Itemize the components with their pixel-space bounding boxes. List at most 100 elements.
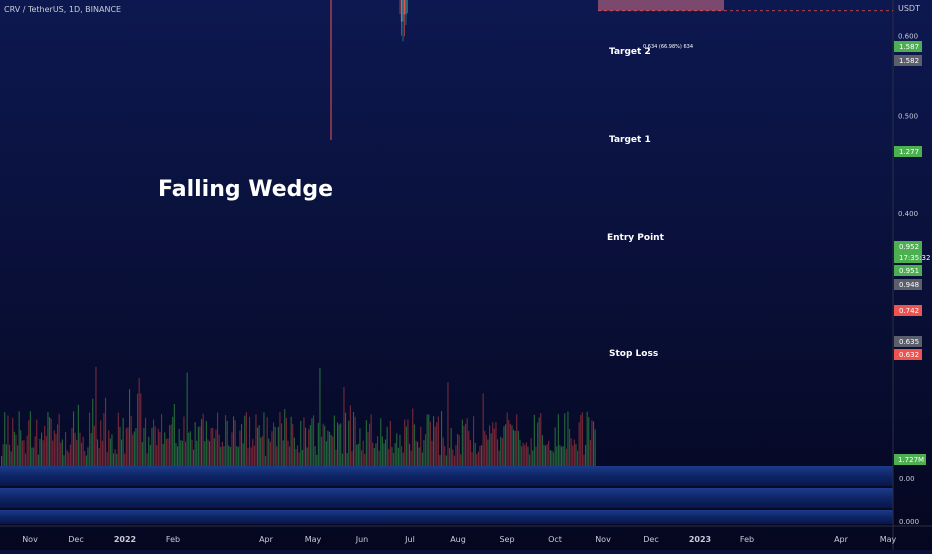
volume-bar [458, 435, 460, 466]
volume-bar [13, 431, 15, 466]
volume-bar [281, 423, 283, 466]
volume-badge [894, 454, 926, 465]
volume-bar [396, 433, 398, 466]
volume-bar [397, 447, 399, 466]
volume-bar [391, 446, 393, 466]
volume-bar [436, 422, 438, 466]
volume-bar [106, 452, 108, 466]
volume-bar [530, 438, 532, 466]
volume-bar [308, 429, 310, 466]
volume-bar [249, 416, 251, 466]
volume-bar [95, 366, 97, 466]
price-badge [894, 241, 922, 252]
volume-bar [468, 430, 470, 466]
symbol-header[interactable]: CRV / TetherUS, 1D, BINANCE [4, 5, 121, 14]
indicator-pane-1[interactable] [0, 466, 893, 486]
time-tick-label: 2022 [114, 535, 136, 544]
volume-bar [345, 412, 347, 466]
volume-bar [81, 442, 83, 466]
volume-bar [257, 427, 259, 466]
time-tick-label: Feb [740, 535, 754, 544]
volume-bar [226, 420, 228, 466]
volume-bar [225, 415, 227, 466]
volume-bar [297, 445, 299, 466]
volume-bar [130, 416, 132, 466]
volume-bar [228, 445, 230, 466]
volume-bar [412, 408, 414, 466]
time-scale[interactable]: Nov Dec 2022 Feb Apr May Jun Jul Aug Sep Oct Nov Dec… [22, 535, 896, 544]
volume-bar [332, 436, 334, 466]
volume-bar [393, 452, 395, 466]
volume-bar [306, 447, 308, 466]
price-scale[interactable]: 1.7001.6001.5001.4001.3001.2001.1001.000… [894, 0, 930, 526]
volume-bar [420, 426, 422, 466]
volume-bar [234, 420, 236, 466]
time-tick-label: Feb [166, 535, 180, 544]
price-badge-text: 0.951 [899, 267, 919, 275]
volume-bar [39, 438, 41, 466]
volume-bar [44, 426, 46, 466]
volume-bar [457, 433, 459, 466]
volume-bar [10, 451, 12, 466]
volume-bar [593, 421, 595, 466]
volume-bar [572, 445, 574, 466]
volume-bar [303, 417, 305, 466]
price-badge-text: 0.948 [899, 281, 919, 289]
volume-bar [405, 426, 407, 466]
volume-bar [460, 454, 462, 466]
indicator-pane-3[interactable] [0, 510, 893, 524]
volume-bar [301, 449, 303, 466]
volume-bar [68, 452, 70, 466]
volume-bar [500, 436, 502, 466]
indicator-pane-2[interactable] [0, 488, 893, 508]
volume-bar [282, 440, 284, 466]
volume-bar [73, 411, 75, 466]
volume-bar [548, 440, 550, 466]
volume-bar [167, 438, 169, 466]
volume-bar [455, 444, 457, 466]
volume-bar [175, 443, 177, 466]
price-badge [894, 146, 922, 157]
volume-bar [260, 437, 262, 466]
volume-bar [381, 436, 383, 466]
volume-bar [444, 446, 446, 466]
volume-bar [404, 419, 406, 466]
volume-bar [522, 442, 524, 466]
volume-bar [93, 425, 95, 466]
volume-bar [509, 423, 511, 466]
volume-bar [252, 439, 254, 466]
volume-bar [284, 409, 286, 466]
volume-bar [321, 436, 323, 466]
volume-bar [322, 423, 324, 466]
volume-bar [58, 413, 60, 466]
volume-bar [207, 439, 209, 466]
volume-bar [533, 414, 535, 466]
volume-bar [146, 453, 148, 466]
volume-bar [137, 393, 139, 466]
volume-bar [410, 450, 412, 466]
volume-bar [84, 451, 86, 466]
volume-bar [170, 424, 172, 466]
volume-bar [85, 455, 87, 466]
volume-bar [237, 446, 239, 466]
volume-bar [212, 428, 214, 466]
volume-bar [551, 450, 553, 466]
volume-bar [535, 446, 537, 466]
candle-body [405, 0, 407, 15]
volume-bar [429, 421, 431, 466]
volume-bar [389, 420, 391, 466]
volume-bar [311, 418, 313, 466]
price-badge-text: 1.587 [899, 43, 919, 51]
volume-bar [55, 433, 57, 466]
volume-bar [15, 435, 17, 466]
volume-bar [557, 414, 559, 466]
price-badge [894, 55, 922, 66]
volume-bar [65, 432, 67, 466]
volume-bar [407, 419, 409, 466]
volume-bar [242, 443, 244, 466]
volume-bar [9, 444, 11, 466]
volume-bar [36, 419, 38, 466]
pattern-title[interactable]: Falling Wedge [158, 177, 333, 202]
